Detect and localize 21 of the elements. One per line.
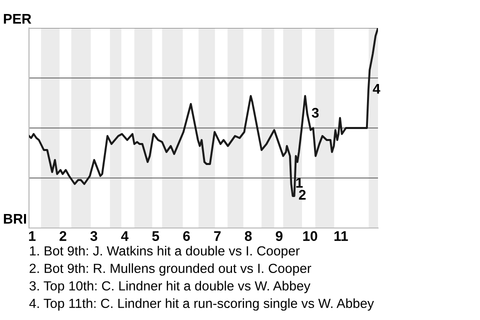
annotation: 3 — [312, 108, 319, 118]
x-tick-label: 1 — [29, 231, 36, 241]
x-tick-label: 5 — [152, 231, 160, 241]
x-tick-label: 4 — [121, 231, 129, 241]
x-tick-label: 8 — [244, 231, 252, 241]
x-tick-label: 9 — [276, 231, 283, 241]
text: 2. Bot 9th: R. Mullens grounded out vs I. Cooper — [30, 263, 312, 276]
text: BRI — [4, 214, 26, 224]
x-tick-label: 6 — [183, 231, 190, 241]
text: 3. Top 10th: C. Lindner hit a double vs W. Abbey — [30, 280, 310, 294]
text: 4. Top 11th: C. Lindner hit a run-scoring single vs W. Abbey — [29, 298, 374, 311]
text: PER — [4, 14, 32, 24]
annotation: 4 — [372, 84, 380, 94]
x-tick-label: 11 — [334, 231, 348, 241]
x-tick-label: 7 — [214, 231, 221, 241]
annotation: 1 — [296, 178, 303, 188]
x-tick-label: 10 — [303, 231, 318, 241]
text: 1. Bot 9th: J. Watkins hit a double vs I. Cooper — [30, 246, 300, 258]
x-tick-label: 3 — [90, 231, 98, 241]
x-tick-label: 2 — [60, 231, 66, 241]
annotation: 2 — [298, 190, 306, 200]
